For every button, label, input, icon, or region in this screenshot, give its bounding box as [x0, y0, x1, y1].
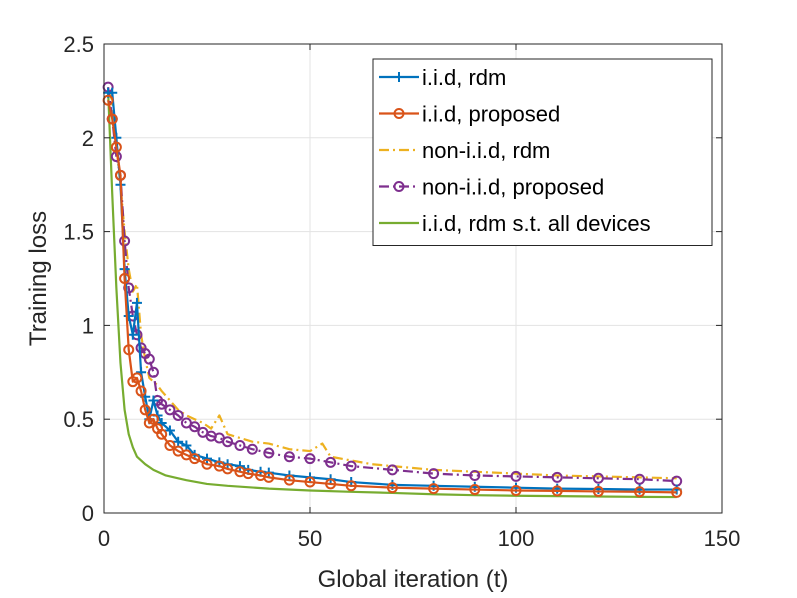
legend-label: non-i.i.d, proposed	[422, 175, 604, 200]
circle-marker	[242, 468, 254, 480]
plus-marker	[181, 440, 192, 451]
circle-marker	[510, 470, 522, 482]
legend-label: i.i.d, rdm s.t. all devices	[422, 211, 651, 236]
circle-marker	[143, 353, 155, 365]
plus-marker	[173, 436, 184, 447]
circle-marker	[634, 473, 646, 485]
circle-marker	[135, 385, 147, 397]
x-tick-label: 50	[298, 526, 322, 551]
circle-marker	[246, 443, 258, 455]
circle-marker	[428, 468, 440, 480]
circle-marker	[110, 141, 122, 153]
circle-marker	[671, 486, 683, 498]
circle-marker	[189, 421, 201, 433]
circle-marker	[510, 484, 522, 496]
circle-marker	[469, 469, 481, 481]
circle-marker	[147, 366, 159, 378]
circle-marker	[172, 409, 184, 421]
plot-frame	[103, 43, 723, 514]
y-tick-label: 0	[82, 501, 94, 526]
plus-marker	[127, 329, 138, 340]
y-tick-label: 1.5	[63, 220, 94, 245]
legend: i.i.d, rdm i.i.d, proposed non-i.i.d, rdm n…	[372, 58, 713, 246]
circle-marker	[304, 476, 316, 488]
circle-marker	[386, 482, 398, 494]
series-group	[107, 90, 677, 480]
circle-marker	[325, 478, 337, 490]
legend-label: i.i.d, rdm	[422, 65, 506, 90]
circle-marker	[345, 460, 357, 472]
y-tick-label: 1	[82, 313, 94, 338]
circle-marker	[592, 485, 604, 497]
circle-marker	[164, 404, 176, 416]
plus-marker	[394, 72, 404, 82]
y-tick-label: 2.5	[63, 32, 94, 57]
circle-marker	[222, 436, 234, 448]
axis-ticks: 0 50 100 150 0 0.5 1 1.5 2 2.5	[63, 32, 740, 551]
plus-marker	[164, 425, 175, 436]
circle-marker	[283, 451, 295, 463]
circle-marker	[551, 485, 563, 497]
circle-marker	[156, 428, 168, 440]
x-tick-label: 150	[704, 526, 741, 551]
circle-marker	[131, 372, 143, 384]
circle-marker	[106, 113, 118, 125]
circle-marker	[189, 453, 201, 465]
series-line	[107, 90, 677, 499]
circle-marker	[263, 471, 275, 483]
plus-marker	[107, 87, 118, 98]
circle-marker	[156, 398, 168, 410]
circle-marker	[551, 471, 563, 483]
plus-marker	[123, 311, 134, 322]
circle-marker	[147, 413, 159, 425]
series-line	[107, 90, 677, 480]
circle-marker	[469, 484, 481, 496]
plus-marker	[234, 461, 245, 472]
circle-marker	[325, 456, 337, 468]
series-line	[107, 100, 677, 494]
circle-marker	[393, 108, 405, 119]
y-axis-title: Training loss	[25, 211, 52, 346]
legend-entry: i.i.d, proposed	[379, 102, 560, 127]
legend-entry: non-i.i.d, rdm	[379, 138, 550, 163]
series-layer	[102, 81, 683, 499]
legend-entry: i.i.d, rdm	[379, 65, 506, 90]
x-tick-label: 0	[98, 526, 110, 551]
circle-marker	[393, 181, 405, 192]
circle-marker	[283, 474, 295, 486]
series-group	[107, 90, 677, 499]
legend-box	[372, 58, 713, 246]
plus-marker	[202, 453, 212, 464]
circle-marker	[114, 169, 126, 181]
series-line	[107, 87, 677, 483]
legend-entry: non-i.i.d, proposed	[379, 175, 604, 200]
series-group	[102, 94, 683, 498]
circle-marker	[592, 472, 604, 484]
circle-marker	[123, 344, 135, 356]
circle-marker	[428, 483, 440, 495]
circle-marker	[304, 453, 316, 465]
y-tick-label: 2	[82, 126, 94, 151]
plus-marker	[148, 395, 159, 406]
circle-marker	[345, 480, 357, 492]
circle-marker	[234, 439, 246, 451]
plus-marker	[131, 297, 142, 308]
circle-marker	[386, 464, 398, 476]
legend-label: i.i.d, proposed	[422, 102, 560, 127]
x-axis-title: Global iteration (t)	[318, 566, 509, 593]
y-tick-label: 0.5	[63, 407, 94, 432]
circle-marker	[222, 463, 234, 475]
circle-marker	[164, 439, 176, 451]
circle-marker	[119, 235, 131, 247]
circle-marker	[201, 458, 213, 470]
legend-entry: i.i.d, rdm s.t. all devices	[379, 211, 651, 236]
circle-marker	[634, 486, 646, 498]
circle-marker	[139, 404, 151, 416]
circle-marker	[263, 447, 275, 459]
legend-label: non-i.i.d, rdm	[422, 138, 550, 163]
x-tick-label: 100	[498, 526, 535, 551]
circle-marker	[119, 273, 131, 284]
